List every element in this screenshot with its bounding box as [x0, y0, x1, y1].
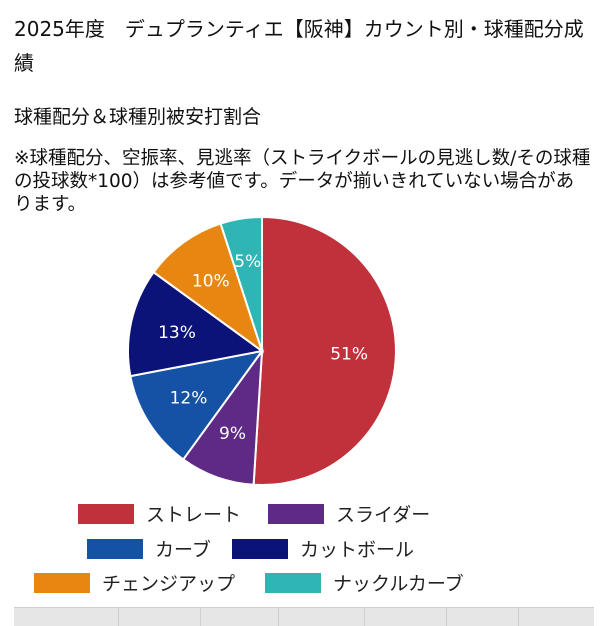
slice-value-label-0: 51% — [330, 345, 368, 365]
page-title: 2025年度 デュプランティエ【阪神】カウント別・球種配分成績 — [14, 17, 584, 75]
legend-label-1: スライダー — [336, 504, 430, 526]
legend-label-5: ナックルカーブ — [333, 572, 464, 595]
legend-item-0: ストレート — [78, 504, 241, 526]
legend-swatch-0 — [78, 504, 134, 524]
legend-swatch-3 — [232, 539, 288, 559]
section-title: 球種配分＆球種別被安打割合 — [14, 106, 262, 128]
legend-label-3: カットボール — [300, 539, 414, 561]
legend-item-5: ナックルカーブ — [265, 572, 464, 595]
slice-value-label-5: 5% — [234, 252, 261, 272]
legend-swatch-4 — [34, 573, 90, 593]
pie-slice-4 — [152, 222, 264, 354]
pie-slice-0 — [252, 215, 397, 486]
legend-item-4: チェンジアップ — [34, 573, 235, 595]
table-header-bar — [14, 607, 594, 626]
legend-item-3: カットボール — [232, 539, 414, 561]
legend-label-4: チェンジアップ — [102, 573, 235, 595]
slice-value-label-2: 12% — [170, 389, 208, 409]
pie-slice-2 — [129, 349, 265, 461]
legend-swatch-5 — [265, 573, 321, 593]
legend-label-2: カーブ — [155, 538, 211, 561]
pie-slice-3 — [127, 270, 265, 378]
slice-value-label-4: 10% — [192, 272, 230, 292]
pie-slice-5 — [219, 215, 263, 352]
slice-value-label-1: 9% — [219, 424, 246, 444]
legend-swatch-2 — [87, 539, 143, 559]
note-text: ※球種配分、空振率、見逃率（ストライクボールの見逃し数/その球種の投球数*100… — [14, 148, 591, 215]
legend-swatch-1 — [268, 504, 324, 524]
slice-value-label-3: 13% — [158, 323, 196, 343]
legend-item-2: カーブ — [87, 538, 211, 561]
legend-item-1: スライダー — [268, 504, 430, 526]
legend-label-0: ストレート — [146, 504, 241, 526]
